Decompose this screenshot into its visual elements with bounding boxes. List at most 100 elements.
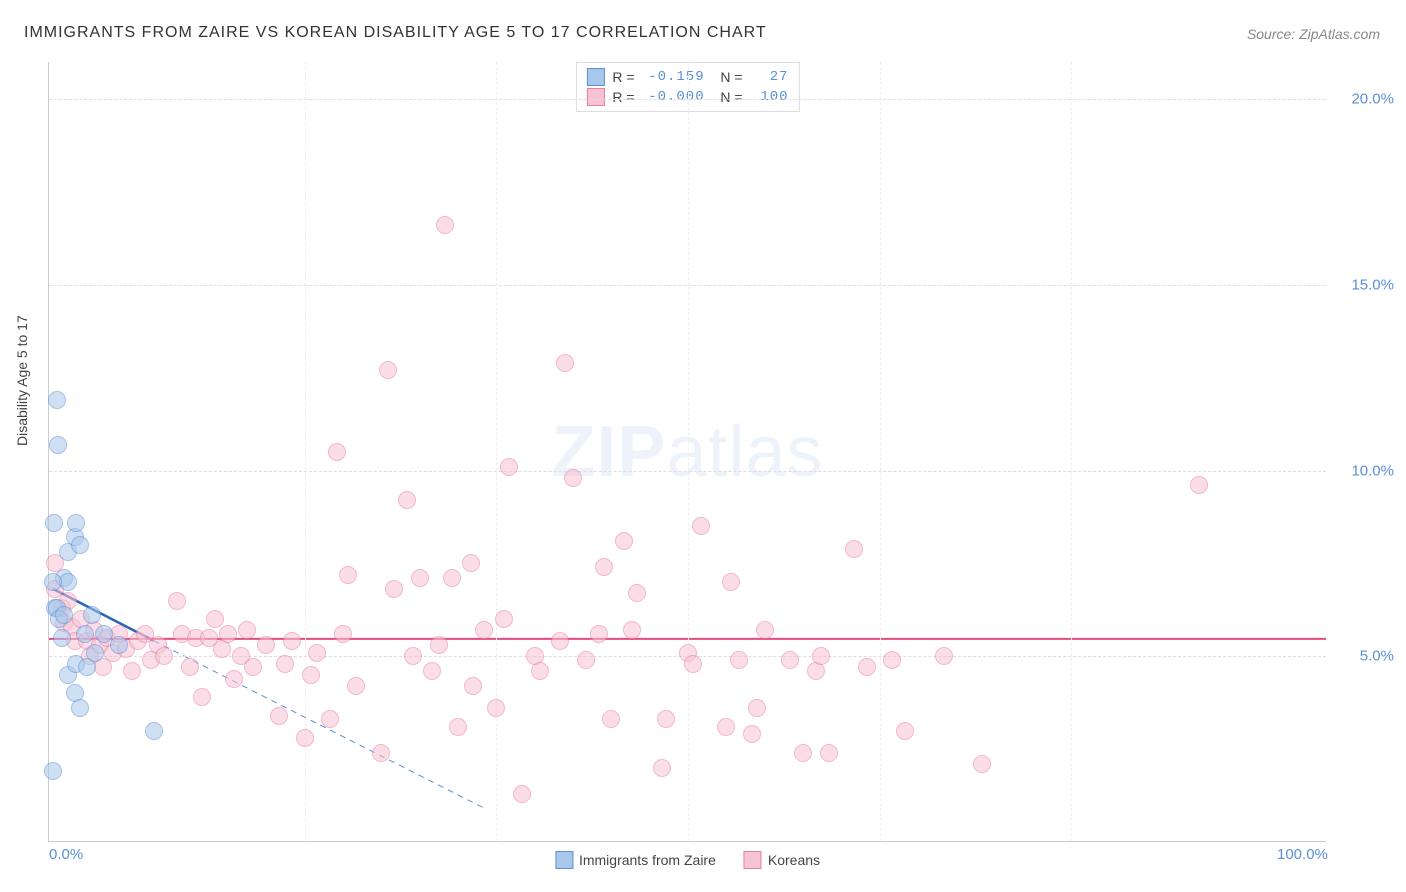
data-point bbox=[123, 662, 141, 680]
data-point bbox=[556, 354, 574, 372]
plot-area: ZIPatlas R =-0.159 N =27R =-0.000 N =100… bbox=[48, 62, 1326, 842]
data-point bbox=[430, 636, 448, 654]
data-point bbox=[206, 610, 224, 628]
y-tick-label: 20.0% bbox=[1351, 91, 1394, 108]
y-tick-label: 5.0% bbox=[1360, 648, 1394, 665]
data-point bbox=[464, 677, 482, 695]
vgridline bbox=[880, 62, 881, 841]
data-point bbox=[657, 710, 675, 728]
data-point bbox=[257, 636, 275, 654]
data-point bbox=[385, 580, 403, 598]
data-point bbox=[730, 651, 748, 669]
legend-n-value: 27 bbox=[751, 69, 789, 85]
data-point bbox=[615, 532, 633, 550]
data-point bbox=[883, 651, 901, 669]
data-point bbox=[858, 658, 876, 676]
legend-item: Immigrants from Zaire bbox=[555, 851, 716, 869]
data-point bbox=[743, 725, 761, 743]
legend-item: Koreans bbox=[744, 851, 820, 869]
data-point bbox=[181, 658, 199, 676]
data-point bbox=[628, 584, 646, 602]
data-point bbox=[820, 744, 838, 762]
data-point bbox=[308, 644, 326, 662]
y-tick-label: 10.0% bbox=[1351, 462, 1394, 479]
legend-swatch bbox=[555, 851, 573, 869]
data-point bbox=[602, 710, 620, 728]
legend-swatch bbox=[744, 851, 762, 869]
legend-n-value: 100 bbox=[751, 89, 789, 105]
data-point bbox=[443, 569, 461, 587]
data-point bbox=[653, 759, 671, 777]
data-point bbox=[45, 514, 63, 532]
data-point bbox=[334, 625, 352, 643]
data-point bbox=[193, 688, 211, 706]
data-point bbox=[71, 536, 89, 554]
data-point bbox=[564, 469, 582, 487]
data-point bbox=[339, 566, 357, 584]
data-point bbox=[44, 762, 62, 780]
data-point bbox=[379, 361, 397, 379]
data-point bbox=[513, 785, 531, 803]
data-point bbox=[935, 647, 953, 665]
data-point bbox=[590, 625, 608, 643]
x-tick-label: 100.0% bbox=[1277, 846, 1328, 863]
watermark-atlas: atlas bbox=[666, 412, 823, 492]
chart-title: IMMIGRANTS FROM ZAIRE VS KOREAN DISABILI… bbox=[24, 24, 767, 42]
data-point bbox=[756, 621, 774, 639]
data-point bbox=[623, 621, 641, 639]
data-point bbox=[1190, 476, 1208, 494]
y-tick-label: 15.0% bbox=[1351, 276, 1394, 293]
data-point bbox=[219, 625, 237, 643]
data-point bbox=[404, 647, 422, 665]
data-point bbox=[53, 629, 71, 647]
vgridline bbox=[1071, 62, 1072, 841]
data-point bbox=[684, 655, 702, 673]
data-point bbox=[577, 651, 595, 669]
legend-swatch bbox=[586, 88, 604, 106]
data-point bbox=[321, 710, 339, 728]
data-point bbox=[155, 647, 173, 665]
series-legend: Immigrants from Zaire Koreans bbox=[555, 851, 820, 869]
data-point bbox=[244, 658, 262, 676]
source-attribution: Source: ZipAtlas.com bbox=[1247, 26, 1380, 42]
data-point bbox=[475, 621, 493, 639]
legend-r-value: -0.159 bbox=[643, 69, 705, 85]
data-point bbox=[495, 610, 513, 628]
data-point bbox=[283, 632, 301, 650]
data-point bbox=[462, 554, 480, 572]
data-point bbox=[71, 699, 89, 717]
data-point bbox=[398, 491, 416, 509]
data-point bbox=[722, 573, 740, 591]
data-point bbox=[531, 662, 549, 680]
data-point bbox=[595, 558, 613, 576]
data-point bbox=[973, 755, 991, 773]
vgridline bbox=[688, 62, 689, 841]
data-point bbox=[347, 677, 365, 695]
data-point bbox=[83, 606, 101, 624]
legend-n-label: N = bbox=[713, 69, 743, 85]
data-point bbox=[423, 662, 441, 680]
data-point bbox=[238, 621, 256, 639]
data-point bbox=[168, 592, 186, 610]
data-point bbox=[225, 670, 243, 688]
data-point bbox=[145, 722, 163, 740]
data-point bbox=[845, 540, 863, 558]
data-point bbox=[67, 514, 85, 532]
data-point bbox=[717, 718, 735, 736]
legend-r-label: R = bbox=[612, 89, 634, 105]
data-point bbox=[110, 636, 128, 654]
data-point bbox=[55, 606, 73, 624]
legend-r-value: -0.000 bbox=[643, 89, 705, 105]
data-point bbox=[812, 647, 830, 665]
data-point bbox=[76, 625, 94, 643]
data-point bbox=[296, 729, 314, 747]
data-point bbox=[794, 744, 812, 762]
legend-label: Koreans bbox=[768, 852, 820, 868]
data-point bbox=[372, 744, 390, 762]
data-point bbox=[328, 443, 346, 461]
data-point bbox=[436, 216, 454, 234]
data-point bbox=[896, 722, 914, 740]
legend-n-label: N = bbox=[713, 89, 743, 105]
legend-r-label: R = bbox=[612, 69, 634, 85]
data-point bbox=[44, 573, 62, 591]
